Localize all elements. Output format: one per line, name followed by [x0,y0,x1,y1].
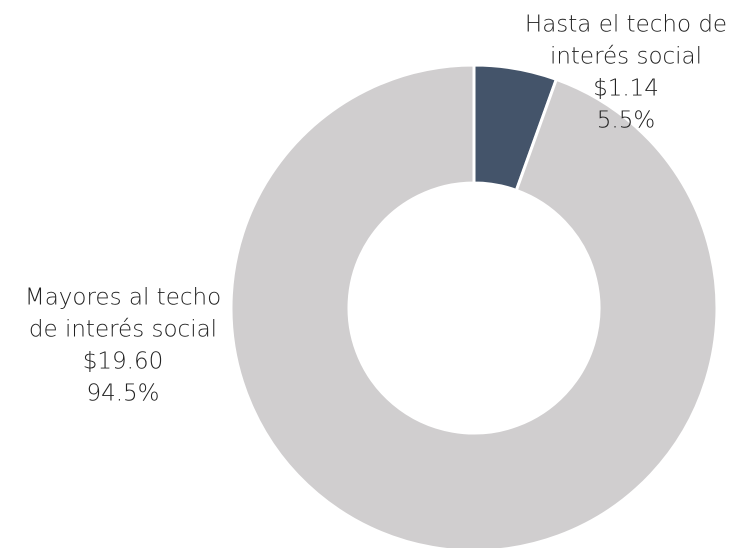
amount-label: $1.14 [593,76,659,102]
slice-label: Hasta el techo de [525,12,727,38]
amount-label: $19.60 [83,349,163,375]
slice-label: Mayores al techo [25,285,221,311]
donut-slice [229,63,719,548]
slice-label: de interés social [29,317,217,343]
percent-label: 94.5% [86,381,159,407]
slice-label: interés social [550,44,702,70]
percent-label: 5.5% [597,108,655,134]
